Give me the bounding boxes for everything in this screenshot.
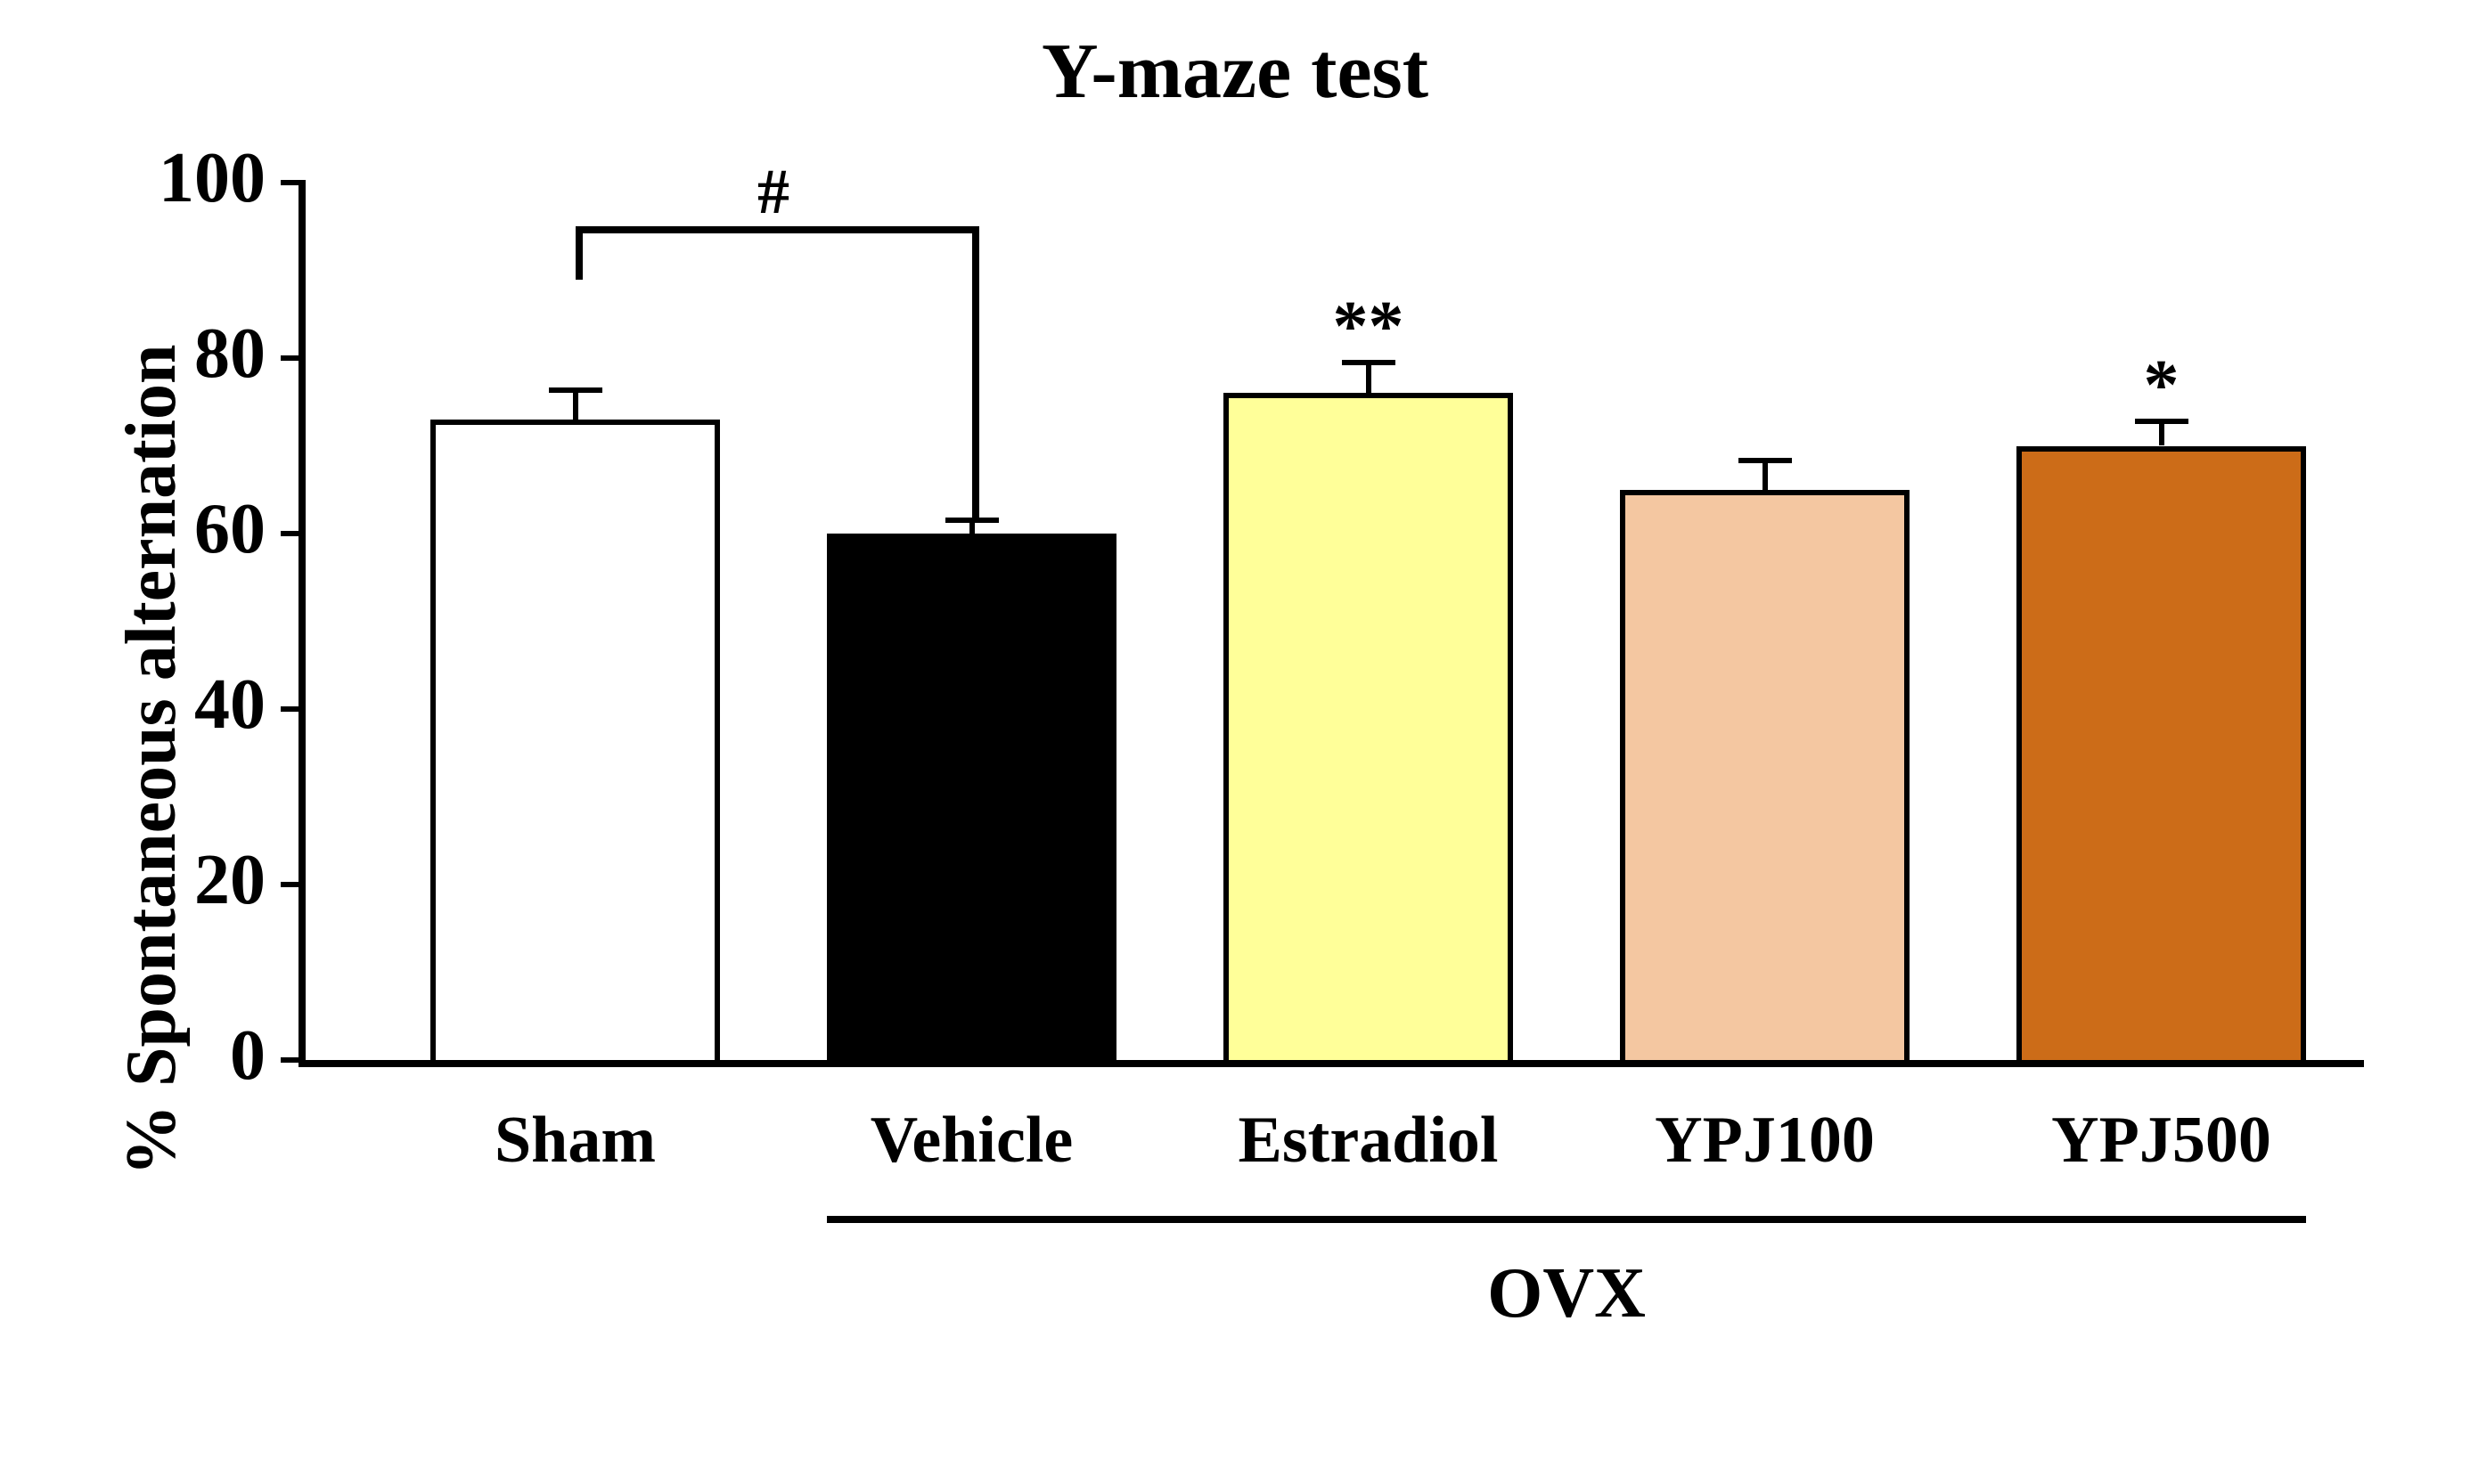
significance-marker: * — [2016, 346, 2306, 427]
bar-ypj500 — [2016, 446, 2306, 1061]
bar-sham — [430, 420, 720, 1060]
significance-marker: ** — [1223, 287, 1513, 368]
x-category-label: Estradiol — [1170, 1103, 1566, 1178]
y-tick-mark — [281, 531, 306, 536]
y-tick-mark — [281, 706, 306, 712]
y-tick-label: 100 — [105, 138, 266, 219]
x-category-label: YPJ500 — [1963, 1103, 2360, 1178]
y-tick-label: 0 — [105, 1015, 266, 1097]
y-tick-mark — [281, 882, 306, 887]
y-tick-label: 40 — [105, 665, 266, 746]
error-bar — [1763, 461, 1768, 490]
y-maze-bar-chart: Y-maze test % Spontaneous alternation 02… — [0, 0, 2470, 1484]
error-bar — [573, 390, 578, 420]
bar-estradiol — [1223, 393, 1513, 1060]
x-category-label: YPJ100 — [1566, 1103, 1963, 1178]
error-cap — [549, 387, 602, 393]
ovx-group-label: OVX — [827, 1253, 2306, 1334]
chart-title: Y-maze test — [0, 27, 2470, 117]
y-tick-label: 60 — [105, 489, 266, 570]
y-tick-label: 80 — [105, 314, 266, 395]
x-category-label: Sham — [377, 1103, 773, 1178]
y-tick-mark — [281, 355, 306, 361]
bar-ypj100 — [1620, 490, 1910, 1060]
plot-area: 020406080100ShamVehicle**EstradiolYPJ100… — [299, 183, 2364, 1067]
ovx-group-line — [827, 1216, 2306, 1223]
bar-vehicle — [827, 534, 1116, 1060]
y-tick-mark — [281, 180, 306, 185]
error-cap — [1738, 458, 1792, 463]
y-tick-mark — [281, 1057, 306, 1063]
x-category-label: Vehicle — [773, 1103, 1170, 1178]
bracket-label: # — [720, 155, 827, 229]
y-tick-label: 20 — [105, 840, 266, 921]
